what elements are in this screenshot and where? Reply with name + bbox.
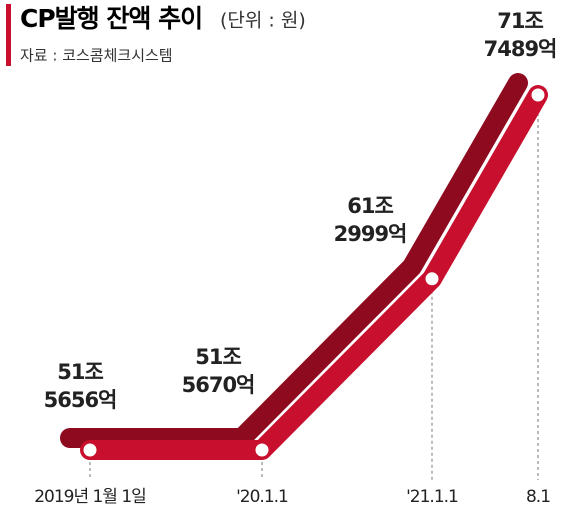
value-label: 2999억 (334, 222, 407, 246)
chart-subtitle: (단위 : 원) (220, 10, 306, 32)
x-tick-label: '20.1.1 (236, 487, 288, 507)
source: 자료 : 코스콤체크시스템 (20, 47, 173, 65)
point (80, 440, 100, 460)
point (422, 269, 442, 289)
value-label: 61조 (347, 194, 393, 218)
value-label: 7489억 (484, 37, 557, 61)
value-label: 51조 (195, 345, 241, 369)
value-label: 5656억 (44, 388, 117, 412)
point (252, 440, 272, 460)
x-tick-label: 2019년 1월 1일 (34, 487, 146, 507)
line (80, 85, 548, 460)
value-label: 71조 (497, 9, 543, 33)
line-shadow (60, 73, 528, 448)
chart-title: CP발행 잔액 추이 (20, 4, 202, 33)
value-label: 5670억 (182, 373, 255, 397)
point (528, 85, 548, 105)
accent-bar (6, 4, 11, 66)
value-label: 51조 (57, 360, 103, 384)
x-tick-label: '21.1.1 (406, 487, 458, 507)
x-tick-label: 8.1 (526, 487, 550, 507)
